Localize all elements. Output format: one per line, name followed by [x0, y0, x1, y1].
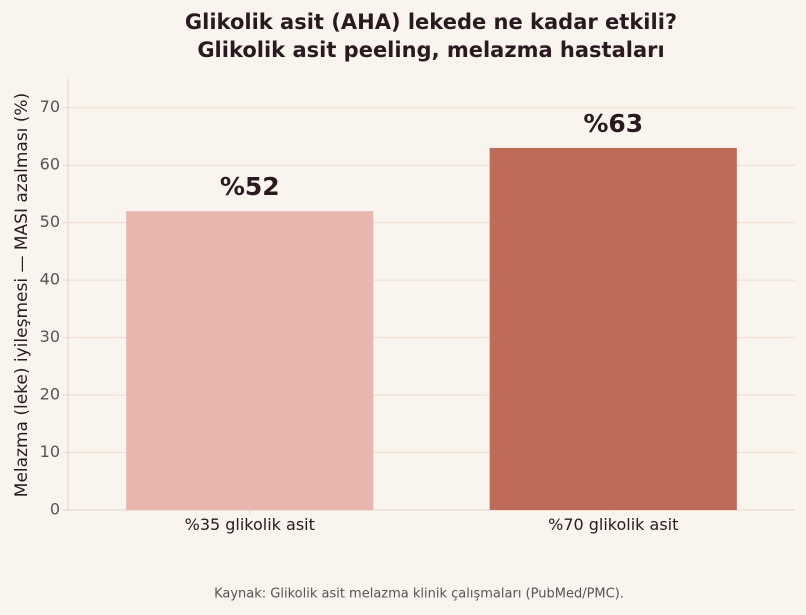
y-tick-label: 0	[50, 500, 60, 519]
source-note: Kaynak: Glikolik asit melazma klinik çal…	[214, 587, 624, 602]
value-label: %63	[583, 109, 643, 138]
y-tick-label: 60	[40, 155, 60, 174]
bar	[126, 211, 374, 510]
y-axis-label: Melazma (leke) iyileşmesi — MASI azalmas…	[12, 93, 32, 497]
value-label: %52	[220, 172, 280, 201]
y-tick-label: 10	[40, 442, 60, 461]
bar	[489, 147, 737, 510]
chart-title: Glikolik asit (AHA) lekede ne kadar etki…	[185, 10, 677, 34]
y-tick-label: 30	[40, 327, 60, 346]
x-tick-label: %35 glikolik asit	[184, 515, 315, 534]
y-tick-label: 20	[40, 385, 60, 404]
y-tick-label: 40	[40, 270, 60, 289]
chart-subtitle: Glikolik asit peeling, melazma hastaları	[197, 38, 664, 62]
y-tick-label: 70	[40, 97, 60, 116]
y-tick-label: 50	[40, 212, 60, 231]
x-tick-label: %70 glikolik asit	[548, 515, 679, 534]
